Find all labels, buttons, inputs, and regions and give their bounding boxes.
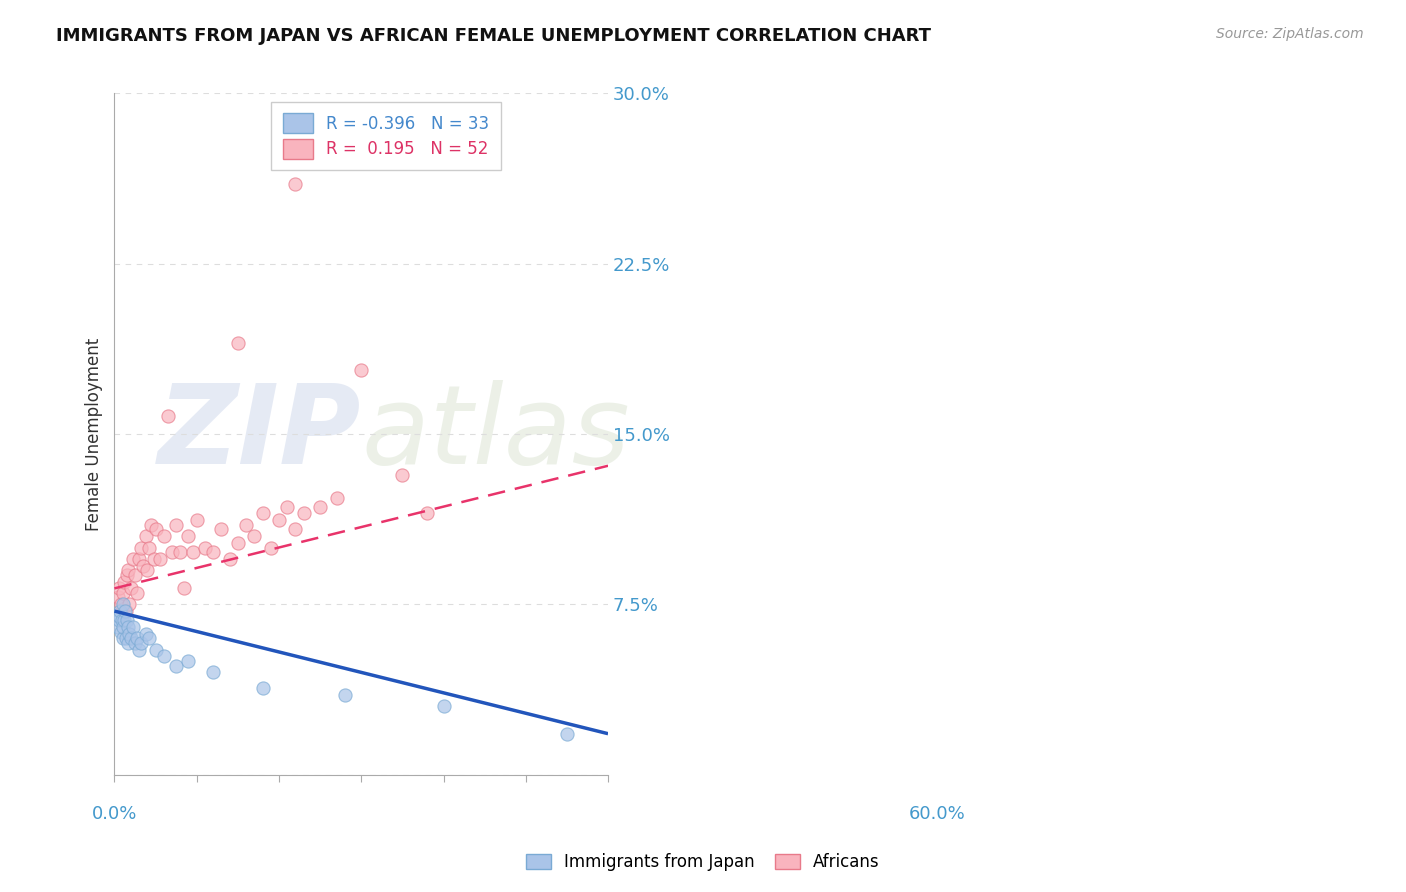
Point: [145, 642, 167, 657]
Point: [118, 627, 141, 641]
Point: [111, 586, 134, 600]
Point: [160, 545, 183, 559]
Point: [209, 522, 232, 536]
Point: [138, 632, 160, 646]
Point: [218, 552, 240, 566]
Text: 0.0%: 0.0%: [91, 805, 138, 823]
Point: [149, 552, 172, 566]
Point: [260, 541, 283, 555]
Point: [416, 507, 439, 521]
Point: [112, 620, 135, 634]
Point: [129, 541, 152, 555]
Point: [117, 563, 139, 577]
Point: [202, 665, 225, 680]
Point: [121, 620, 143, 634]
Point: [284, 177, 307, 191]
Point: [309, 500, 332, 514]
Point: [138, 541, 160, 555]
Point: [173, 582, 195, 596]
Point: [202, 545, 225, 559]
Point: [156, 409, 179, 423]
Point: [111, 597, 134, 611]
Point: [136, 563, 159, 577]
Point: [165, 517, 187, 532]
Legend: R = -0.396   N = 33, R =  0.195   N = 52: R = -0.396 N = 33, R = 0.195 N = 52: [271, 102, 501, 170]
Point: [169, 545, 191, 559]
Point: [115, 632, 138, 646]
Point: [177, 529, 200, 543]
Point: [252, 507, 274, 521]
Point: [128, 642, 150, 657]
Legend: Immigrants from Japan, Africans: Immigrants from Japan, Africans: [517, 845, 889, 880]
Point: [117, 636, 139, 650]
Point: [267, 513, 290, 527]
Point: [112, 574, 135, 589]
Point: [118, 597, 141, 611]
Point: [325, 491, 347, 505]
Point: [555, 727, 578, 741]
Point: [235, 517, 257, 532]
Point: [194, 541, 217, 555]
Point: [107, 620, 129, 634]
Point: [135, 529, 157, 543]
Point: [111, 632, 134, 646]
Point: [124, 567, 146, 582]
Point: [226, 536, 249, 550]
Point: [112, 613, 135, 627]
Point: [107, 591, 129, 605]
Point: [186, 513, 208, 527]
Point: [177, 654, 200, 668]
Point: [350, 363, 373, 377]
Point: [181, 545, 204, 559]
Point: [292, 507, 315, 521]
Text: Source: ZipAtlas.com: Source: ZipAtlas.com: [1216, 27, 1364, 41]
Y-axis label: Female Unemployment: Female Unemployment: [86, 337, 103, 531]
Point: [128, 552, 150, 566]
Point: [120, 632, 142, 646]
Point: [115, 567, 138, 582]
Point: [152, 529, 174, 543]
Text: 60.0%: 60.0%: [908, 805, 966, 823]
Point: [152, 649, 174, 664]
Point: [108, 604, 131, 618]
Point: [252, 681, 274, 696]
Point: [124, 636, 146, 650]
Point: [145, 522, 167, 536]
Point: [114, 604, 136, 618]
Point: [127, 632, 149, 646]
Point: [115, 613, 138, 627]
Point: [110, 624, 132, 639]
Text: atlas: atlas: [361, 381, 630, 487]
Point: [117, 620, 139, 634]
Point: [391, 467, 413, 482]
Point: [115, 604, 138, 618]
Point: [135, 627, 157, 641]
Point: [129, 636, 152, 650]
Point: [243, 529, 266, 543]
Text: ZIP: ZIP: [157, 381, 361, 487]
Point: [107, 613, 129, 627]
Point: [141, 517, 163, 532]
Point: [142, 552, 165, 566]
Point: [108, 608, 131, 623]
Point: [333, 688, 356, 702]
Point: [284, 522, 307, 536]
Point: [110, 597, 132, 611]
Point: [120, 582, 142, 596]
Point: [226, 336, 249, 351]
Point: [108, 582, 131, 596]
Point: [111, 613, 134, 627]
Point: [276, 500, 298, 514]
Point: [432, 699, 454, 714]
Point: [132, 558, 155, 573]
Point: [127, 586, 149, 600]
Text: IMMIGRANTS FROM JAPAN VS AFRICAN FEMALE UNEMPLOYMENT CORRELATION CHART: IMMIGRANTS FROM JAPAN VS AFRICAN FEMALE …: [56, 27, 931, 45]
Point: [165, 658, 187, 673]
Point: [121, 552, 143, 566]
